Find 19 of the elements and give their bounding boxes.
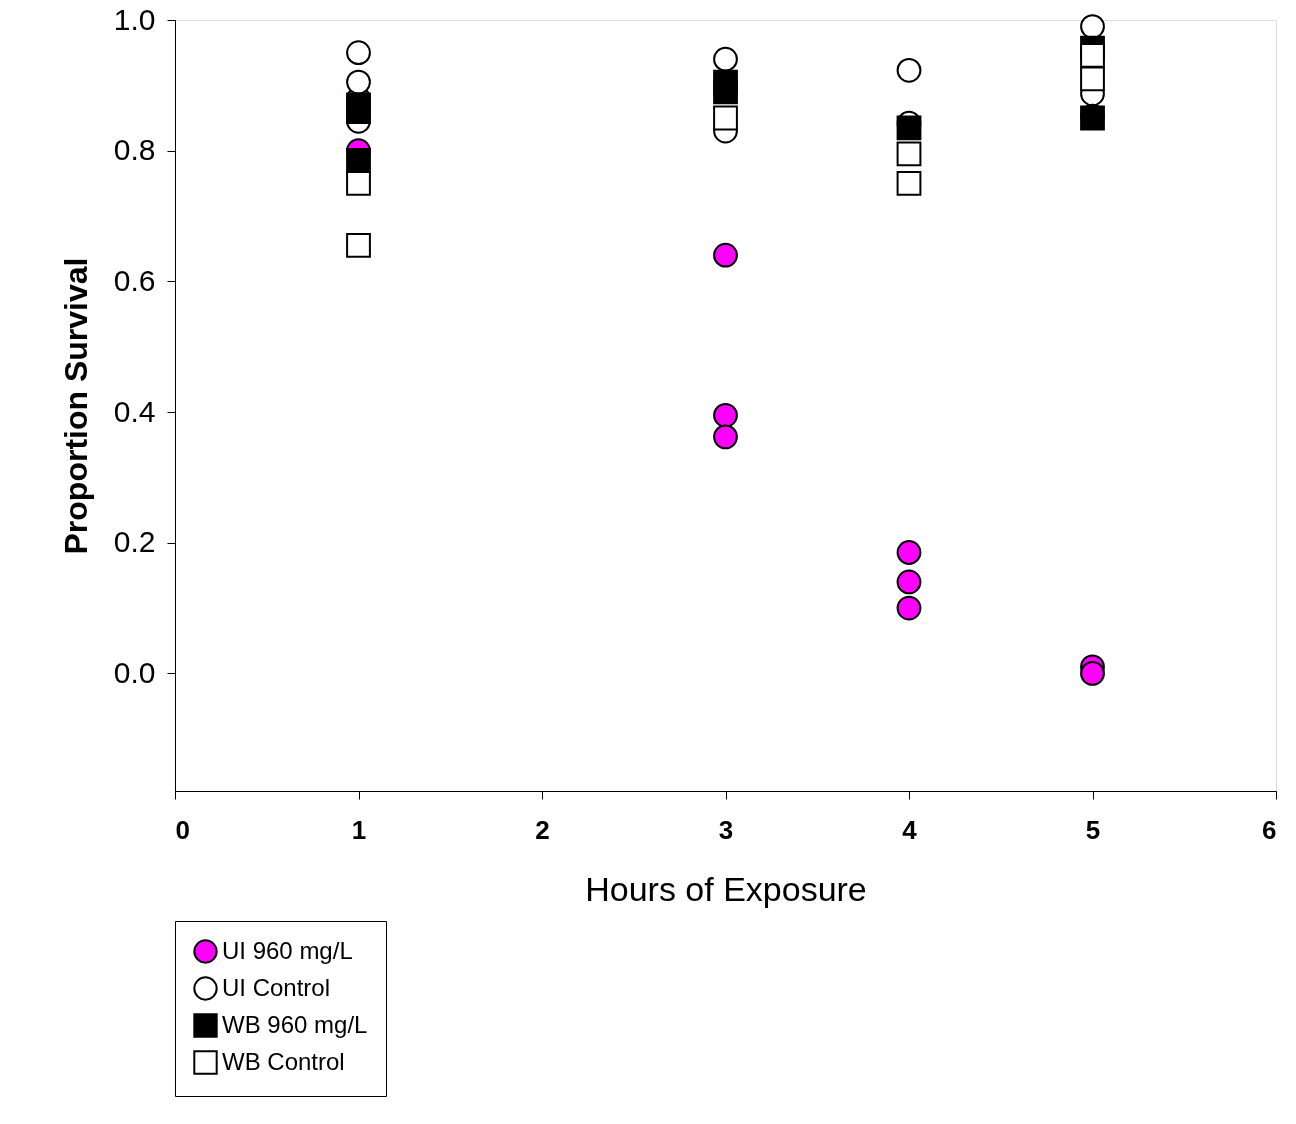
legend-label: WB Control [222,1047,345,1075]
y-axis-title: Proportion Survival [57,257,94,555]
x-tick-label: 0 [175,814,190,845]
legend-label: WB 960 mg/L [222,1010,368,1038]
legend-label: UI Control [222,973,331,1001]
x-tick-label: 6 [1262,814,1277,845]
y-tick-label: 1.0 [113,2,156,36]
y-tick-label: 0.4 [113,394,156,428]
legend-label: UI 960 mg/L [222,936,353,964]
x-axis-title: Hours of Exposure [585,869,867,908]
x-tick-label: 5 [1085,814,1101,845]
y-tick-label: 0.8 [113,133,156,167]
x-tick-label: 3 [718,814,734,845]
y-tick-label: 0.6 [113,263,156,297]
x-tick-label: 4 [902,814,918,845]
y-tick-label: 0.2 [113,525,156,559]
x-tick-label: 2 [535,814,550,845]
y-tick-label: 0.0 [113,655,156,689]
x-tick-label: 1 [351,814,367,845]
